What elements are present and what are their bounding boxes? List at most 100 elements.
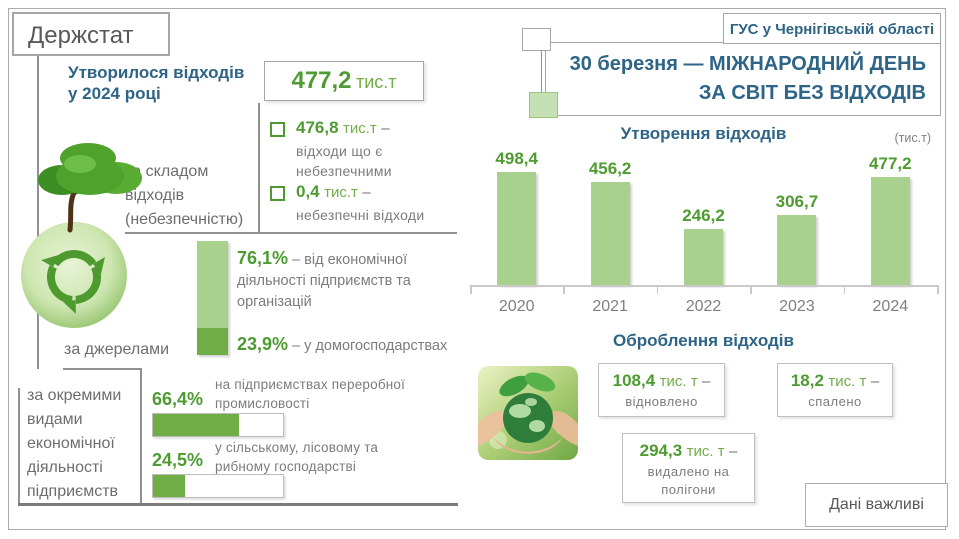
dash: – [362,184,371,201]
composition-item-hazardous: 0,4 тис.т – небезпечні відходи [270,182,465,225]
data-matters-badge: Дані важливі [805,483,948,527]
treatment-desc: відновлено [625,394,698,409]
section-label-composition: за складом відходів (небезпечністю) [125,163,244,228]
logo-text: Держстат [28,22,134,49]
tree-globe-recycle-image [21,143,142,328]
treatment-box-recovered: 108,4 тис. т – відновлено [598,363,725,417]
composition-unit: тис.т [324,184,358,201]
main-title-line2: ЗА СВІТ БЕЗ ВІДХОДІВ [698,82,926,104]
generated-waste-heading-line2: у 2024 році [68,84,161,103]
treatment-box-landfilled: 294,3 тис. т – видалено на полігони [622,433,755,503]
axis-category-label: 2021 [592,298,628,315]
connector-line [541,44,542,96]
main-title-line1: 30 березня — МІЖНАРОДНИЙ ДЕНЬ [569,53,926,75]
activity-bar-manufacturing [152,413,284,437]
sources-percent: 23,9% [237,334,289,354]
decor-square-green [529,92,558,118]
composition-unit: тис.т [343,120,377,137]
axis-tick [656,285,659,294]
treatment-unit: тис. т [828,373,867,390]
sources-desc: – у домогосподарствах [292,338,448,354]
chart-plot-area: 498,4 456,2 246,2 306,7 477,2 [470,142,937,285]
sources-segment-enterprises [197,241,228,328]
waste-generation-chart: Утворення відходів (тис.т) 498,4 456,2 246… [470,122,939,327]
recycle-icon [41,249,105,314]
chart-bar-group: 477,2 [844,154,937,285]
sources-percent: 76,1% [237,248,289,268]
treatment-value: 18,2 [790,371,824,390]
activity-desc-agriculture: у сільському, лісовому та рибному господ… [215,440,379,474]
section-label-sources: за джерелами [64,341,170,358]
sources-stacked-bar [197,241,228,355]
sources-item-enterprises: 76,1% – від економічної діяльності підпр… [237,248,455,313]
bar-value-label: 498,4 [495,149,538,168]
treatment-unit: тис. т [659,373,698,390]
chart-bar [777,215,817,285]
treatment-unit: тис. т [686,443,725,460]
treatment-desc: видалено на полігони [647,464,730,497]
chart-title: Утворення відходів [620,124,787,143]
connector-line [63,368,141,370]
dash: – [870,373,880,390]
x-axis-line [470,285,937,287]
x-axis-labels: 2020 2021 2022 2023 2024 [470,298,937,316]
axis-tick [470,285,472,294]
generated-waste-heading-line1: Утворилося відходів [68,63,245,82]
derzhstat-logo: Держстат [12,12,170,56]
chart-bar [497,172,537,285]
activity-desc-manufacturing: на підприємствах переробної промисловост… [215,377,406,411]
dash: – [729,443,738,460]
chart-bar-group: 498,4 [470,149,563,285]
bar-value-label: 456,2 [588,159,632,178]
chart-bar [590,182,630,285]
connector-line [18,503,458,506]
connector-line [18,388,20,505]
axis-category-label: 2020 [498,298,535,315]
checkbox-icon [270,122,285,137]
composition-value: 476,8 [296,118,339,137]
section-label-activity: за окремими видами економічної діяльност… [27,387,122,500]
total-waste-unit: тис.т [355,72,397,92]
treatment-value: 108,4 [612,371,656,390]
axis-tick [750,285,752,294]
connector-line [258,103,260,232]
connector-line [140,368,142,505]
bar-value-label: 246,2 [682,206,725,225]
axis-tick [937,285,939,294]
main-title-box: 30 березня — МІЖНАРОДНИЙ ДЕНЬ ЗА СВІТ БЕ… [545,42,941,116]
total-waste-value: 477,2 [291,67,352,94]
treatment-section-title: Оброблення відходів [613,331,794,350]
activity-percent-manufacturing: 66,4% [152,389,204,409]
axis-category-label: 2023 [779,298,815,315]
bar-value-label: 477,2 [869,154,912,173]
sources-desc: – від економічної діяльності підприємств… [237,252,411,310]
composition-desc: відходи що є небезпечними [296,143,392,179]
axis-tick [843,285,846,294]
axis-tick [563,285,565,294]
generated-waste-heading: Утворилося відходів у 2024 році [68,62,278,104]
decor-square-outline [522,28,551,51]
chart-bar-group: 246,2 [657,206,750,285]
hands-holding-globe-image [478,366,578,460]
checkbox-icon [270,186,285,201]
composition-item-nonhazardous: 476,8 тис.т – відходи що є небезпечними [270,118,465,181]
connector-line [37,56,39,369]
activity-bar-agriculture [152,474,284,498]
data-matters-label: Дані важливі [829,496,924,513]
chart-bar [684,229,724,285]
bar-value-label: 306,7 [775,192,819,211]
sources-segment-households [197,328,228,355]
connector-line [125,232,457,234]
chart-bar [870,177,910,285]
chart-bar-group: 306,7 [750,192,843,285]
axis-category-label: 2022 [685,298,722,315]
activity-bar-fill [153,414,240,436]
composition-desc: небезпечні відходи [296,207,425,223]
sources-item-households: 23,9% – у домогосподарствах [237,334,467,357]
region-office-label: ГУС у Чернігівській області [729,21,935,38]
treatment-box-incinerated: 18,2 тис. т – спалено [777,363,893,417]
dash: – [381,120,390,137]
treatment-desc: спалено [808,394,862,409]
composition-value: 0,4 [296,182,320,201]
